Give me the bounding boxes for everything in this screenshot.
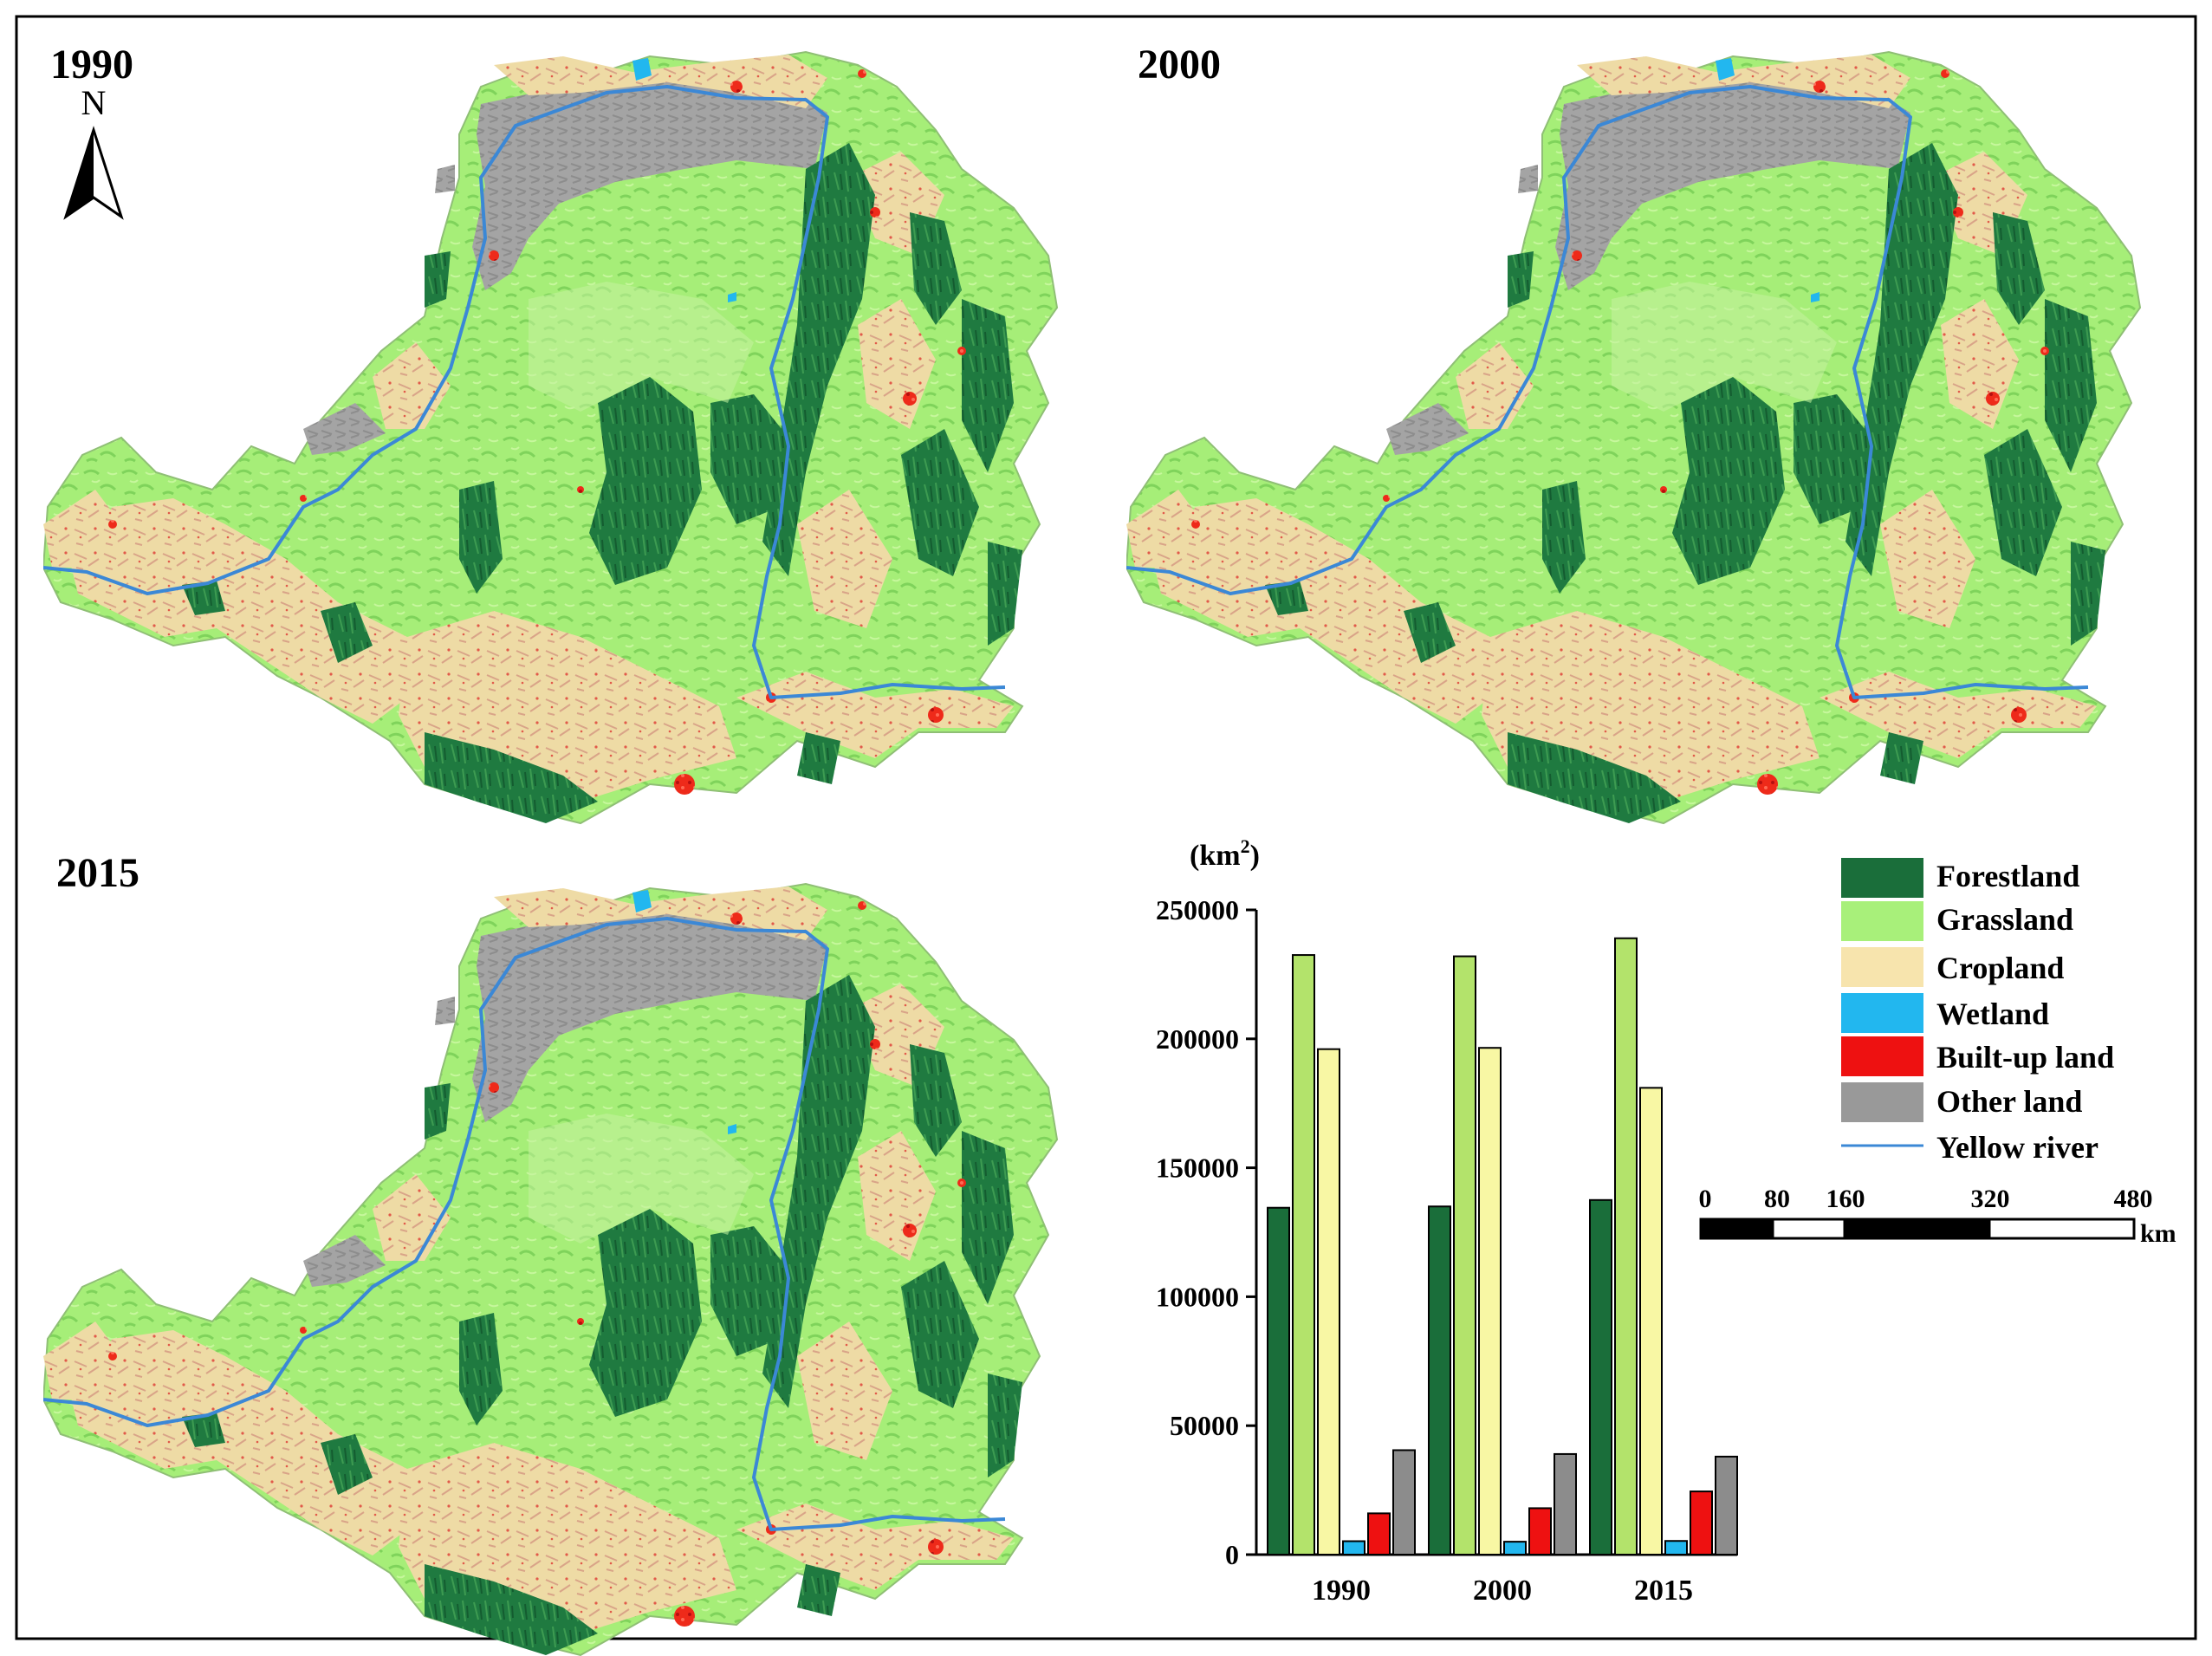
legend-swatch-other-land <box>1841 1082 1923 1122</box>
legend-swatch-wetland <box>1841 993 1923 1033</box>
bar-wetland-1990 <box>1342 1540 1365 1555</box>
legend-swatch-cropland <box>1841 947 1923 987</box>
y-tick-label: 0 <box>1225 1539 1239 1570</box>
y-tick-label: 50000 <box>1170 1410 1239 1441</box>
x-tick-label: 2000 <box>1473 1575 1532 1607</box>
panel-title-1990: 1990 <box>50 42 133 88</box>
legend-swatch-built-up-land <box>1841 1036 1923 1076</box>
bar-built-up-land-2000 <box>1528 1507 1552 1556</box>
figure-frame <box>15 15 2197 1640</box>
bar-grassland-1990 <box>1292 954 1315 1555</box>
scale-bar: 0 80 160 320 480 km <box>1699 1185 2176 1248</box>
legend-label-wetland: Wetland <box>1936 997 2049 1031</box>
scale-tick-label: 80 <box>1764 1185 1790 1213</box>
map-2000 <box>1126 50 2142 825</box>
chart-unit-label: (km2) <box>1190 835 1260 872</box>
map-2015 <box>43 882 1059 1656</box>
legend-label-cropland: Cropland <box>1936 951 2064 985</box>
map-1990 <box>43 50 1059 825</box>
bar-other-land-2000 <box>1554 1452 1577 1556</box>
scale-segment <box>1843 1218 1991 1240</box>
north-label: N <box>81 83 107 122</box>
bar-grassland-2000 <box>1453 955 1476 1555</box>
bar-wetland-2015 <box>1664 1540 1688 1555</box>
legend-swatch-grassland <box>1841 901 1923 941</box>
scale-tick-label: 0 <box>1699 1185 1712 1213</box>
scale-unit: km <box>2140 1219 2176 1248</box>
bar-other-land-1990 <box>1392 1449 1416 1556</box>
scale-tick-label: 160 <box>1826 1185 1865 1213</box>
y-tick-label: 150000 <box>1156 1153 1239 1184</box>
bar-cropland-2015 <box>1639 1087 1663 1555</box>
chart-y-ticks: 0 50000 100000 150000 200000 250000 <box>1156 894 1256 1570</box>
y-tick-label: 200000 <box>1156 1023 1239 1055</box>
legend-swatch-forestland <box>1841 858 1923 898</box>
y-tick-label: 100000 <box>1156 1281 1239 1312</box>
legend-label-yellow-river: Yellow river <box>1936 1130 2098 1165</box>
scale-segment <box>1771 1218 1846 1240</box>
bar-chart: (km2) 0 50000 100000 150000 200000 250000 199… <box>1156 835 1738 1607</box>
scale-tick-label: 320 <box>1971 1185 2010 1213</box>
bar-built-up-land-2015 <box>1690 1490 1713 1556</box>
y-tick-label: 250000 <box>1156 894 1239 925</box>
bar-forestland-2000 <box>1428 1205 1451 1555</box>
legend-label-other-land: Other land <box>1936 1084 2082 1119</box>
bar-forestland-2015 <box>1589 1198 1612 1556</box>
bar-cropland-2000 <box>1478 1047 1502 1555</box>
legend-label-grassland: Grassland <box>1936 902 2073 937</box>
scale-segment <box>1988 1218 2136 1240</box>
x-tick-label: 1990 <box>1312 1575 1371 1607</box>
bar-cropland-1990 <box>1317 1048 1340 1555</box>
bar-wetland-2000 <box>1503 1541 1527 1555</box>
bar-forestland-1990 <box>1267 1206 1290 1556</box>
chart-x-labels: 1990 2000 2015 <box>1312 1575 1693 1607</box>
legend-label-built-up-land: Built-up land <box>1936 1040 2114 1075</box>
scale-tick-label: 480 <box>2114 1185 2153 1213</box>
legend-label-forestland: Forestland <box>1936 859 2079 893</box>
bar-built-up-land-1990 <box>1367 1512 1391 1556</box>
scale-segment <box>1699 1218 1774 1240</box>
north-arrow: N <box>63 83 124 220</box>
bar-grassland-2015 <box>1614 937 1638 1555</box>
chart-bars <box>1267 937 1738 1556</box>
legend: Forestland Grassland Cropland Wetland Bu… <box>1841 858 2114 1165</box>
x-tick-label: 2015 <box>1634 1575 1693 1607</box>
panel-title-2015: 2015 <box>56 850 139 896</box>
bar-other-land-2015 <box>1715 1455 1738 1555</box>
panel-title-2000: 2000 <box>1138 42 1221 88</box>
